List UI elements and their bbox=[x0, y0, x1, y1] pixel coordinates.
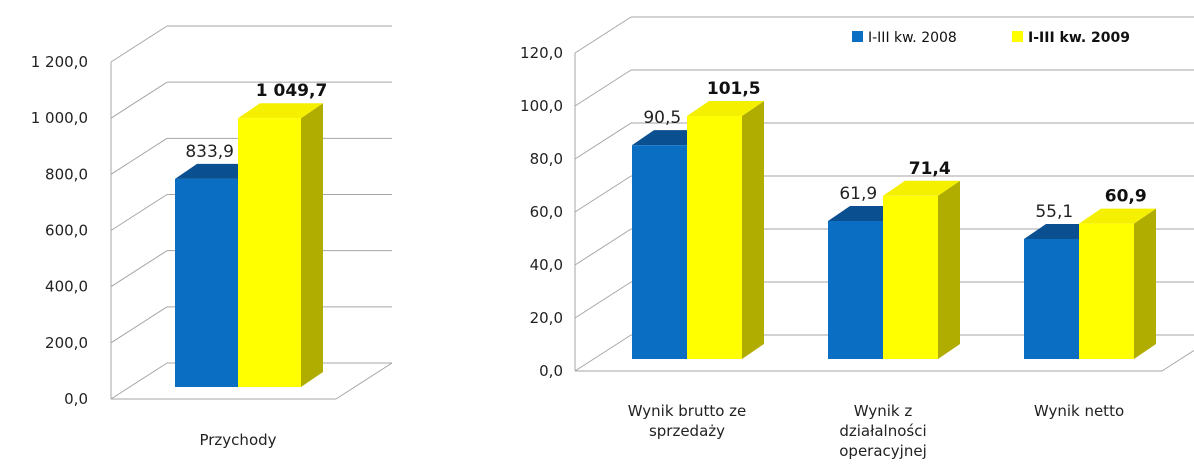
data-label: 101,5 bbox=[707, 79, 761, 99]
gridline-slant bbox=[574, 16, 632, 54]
data-label: 833,9 bbox=[185, 142, 234, 162]
category-label: sprzedaży bbox=[649, 422, 725, 440]
data-label: 55,1 bbox=[1035, 202, 1073, 222]
data-label: 90,5 bbox=[643, 108, 681, 128]
y-tick-label: 400,0 bbox=[45, 278, 88, 296]
gridline-slant bbox=[110, 81, 168, 119]
category-label: Wynik netto bbox=[1034, 402, 1124, 420]
category-label: Wynik brutto ze bbox=[628, 402, 747, 420]
bar-top-2009 bbox=[687, 101, 764, 117]
y-tick-label: 40,0 bbox=[530, 256, 563, 274]
gridline-slant bbox=[110, 194, 168, 231]
bar-top-2009 bbox=[883, 180, 960, 196]
gridline-slant bbox=[574, 228, 632, 266]
gridline-slant bbox=[110, 25, 168, 63]
bar-side-2009 bbox=[1134, 208, 1156, 359]
y-tick-label: 0,0 bbox=[539, 362, 563, 380]
y-tick-label: 120,0 bbox=[520, 44, 563, 62]
data-label: 1 049,7 bbox=[256, 81, 328, 101]
gridline-slant bbox=[574, 175, 632, 213]
y-tick-label: 200,0 bbox=[45, 334, 88, 352]
category-label: działalności bbox=[839, 422, 926, 440]
gridline-slant bbox=[110, 250, 168, 288]
bar-side-2009 bbox=[938, 180, 960, 359]
floor-edge bbox=[1161, 349, 1194, 372]
y-tick-label: 600,0 bbox=[45, 222, 88, 240]
floor-edge bbox=[335, 362, 393, 400]
bar-side-2009 bbox=[742, 101, 764, 360]
gridline-slant bbox=[110, 362, 168, 400]
gridline-slant bbox=[574, 334, 632, 372]
y-tick-label: 800,0 bbox=[45, 165, 88, 183]
data-label: 61,9 bbox=[839, 184, 877, 204]
y-tick-label: 1 000,0 bbox=[31, 109, 88, 127]
category-label: Wynik z bbox=[854, 402, 913, 420]
gridline-slant bbox=[110, 306, 168, 344]
gridline-slant bbox=[574, 122, 632, 160]
bar-2009 bbox=[883, 195, 938, 359]
category-label: operacyjnej bbox=[839, 442, 926, 460]
gridline-slant bbox=[574, 69, 632, 107]
gridline-slant bbox=[574, 281, 632, 319]
y-tick-label: 1 200,0 bbox=[31, 53, 88, 71]
legend-swatch bbox=[852, 31, 863, 42]
bar-2009 bbox=[1079, 223, 1134, 359]
legend-label: I-III kw. 2008 bbox=[868, 30, 957, 46]
bar-2008 bbox=[828, 220, 883, 359]
bar-top-2009 bbox=[238, 103, 323, 119]
bar-2009 bbox=[687, 116, 742, 360]
legend-swatch bbox=[1012, 31, 1023, 42]
y-tick-label: 100,0 bbox=[520, 97, 563, 115]
category-label: Przychody bbox=[199, 431, 276, 449]
bar-2008 bbox=[632, 145, 687, 359]
bar-top-2009 bbox=[1079, 208, 1156, 224]
legend-label: I-III kw. 2009 bbox=[1028, 30, 1130, 46]
y-tick-label: 0,0 bbox=[64, 390, 88, 408]
gridline-slant bbox=[110, 137, 168, 175]
y-tick-label: 20,0 bbox=[530, 309, 563, 327]
bar-2008 bbox=[1024, 238, 1079, 359]
bar-2009 bbox=[238, 118, 301, 387]
bar-side-2009 bbox=[301, 103, 323, 387]
bar-2008 bbox=[175, 178, 238, 387]
y-tick-label: 60,0 bbox=[530, 203, 563, 221]
y-tick-label: 80,0 bbox=[530, 150, 563, 168]
data-label: 60,9 bbox=[1105, 187, 1147, 207]
data-label: 71,4 bbox=[909, 159, 951, 179]
